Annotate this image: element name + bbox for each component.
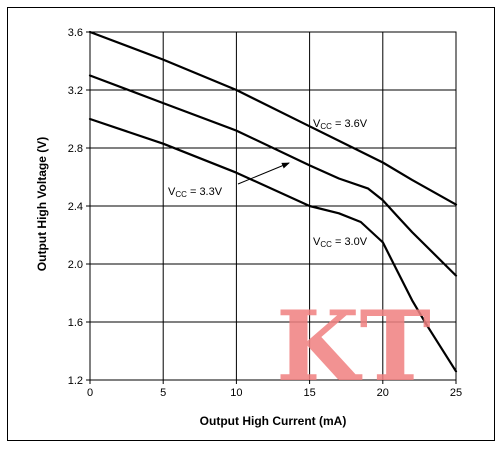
y-tick-label: 3.2 <box>68 85 83 97</box>
tick-labels: 0 5 10 15 20 25 1.2 1.6 2.0 2.4 2.8 3.2 3.6 <box>68 27 462 399</box>
series-label-3-0v: VCC = 3.0V <box>313 236 368 249</box>
y-tick-label: 1.6 <box>68 317 83 329</box>
x-tick-label: 15 <box>303 387 315 399</box>
y-axis-title: Output High Voltage (V) <box>35 137 49 271</box>
series-line-1 <box>88 74 458 277</box>
series-3-3v-arrow <box>237 162 290 185</box>
y-tick-label: 1.2 <box>68 375 83 387</box>
x-tick-label: 25 <box>450 387 462 399</box>
series-line-2 <box>88 117 458 373</box>
watermark: KT <box>276 290 431 403</box>
y-tick-label: 2.0 <box>68 259 83 271</box>
series-label-3-3v: VCC = 3.3V <box>168 186 223 199</box>
chart-frame <box>7 7 495 441</box>
plot-border <box>89 31 457 381</box>
series-label-3-6v: VCC = 3.6V <box>313 118 368 131</box>
y-tick-label: 3.6 <box>68 27 83 39</box>
x-tick-label: 20 <box>377 387 389 399</box>
series-lines <box>88 30 458 373</box>
x-axis-title: Output High Current (mA) <box>200 414 347 428</box>
series-line-0 <box>88 30 458 206</box>
y-tick-label: 2.4 <box>68 201 83 213</box>
x-tick-label: 10 <box>230 387 242 399</box>
x-tick-label: 0 <box>87 387 93 399</box>
y-tick-label: 2.8 <box>68 143 83 155</box>
x-tick-label: 5 <box>160 387 166 399</box>
axes <box>86 31 457 384</box>
